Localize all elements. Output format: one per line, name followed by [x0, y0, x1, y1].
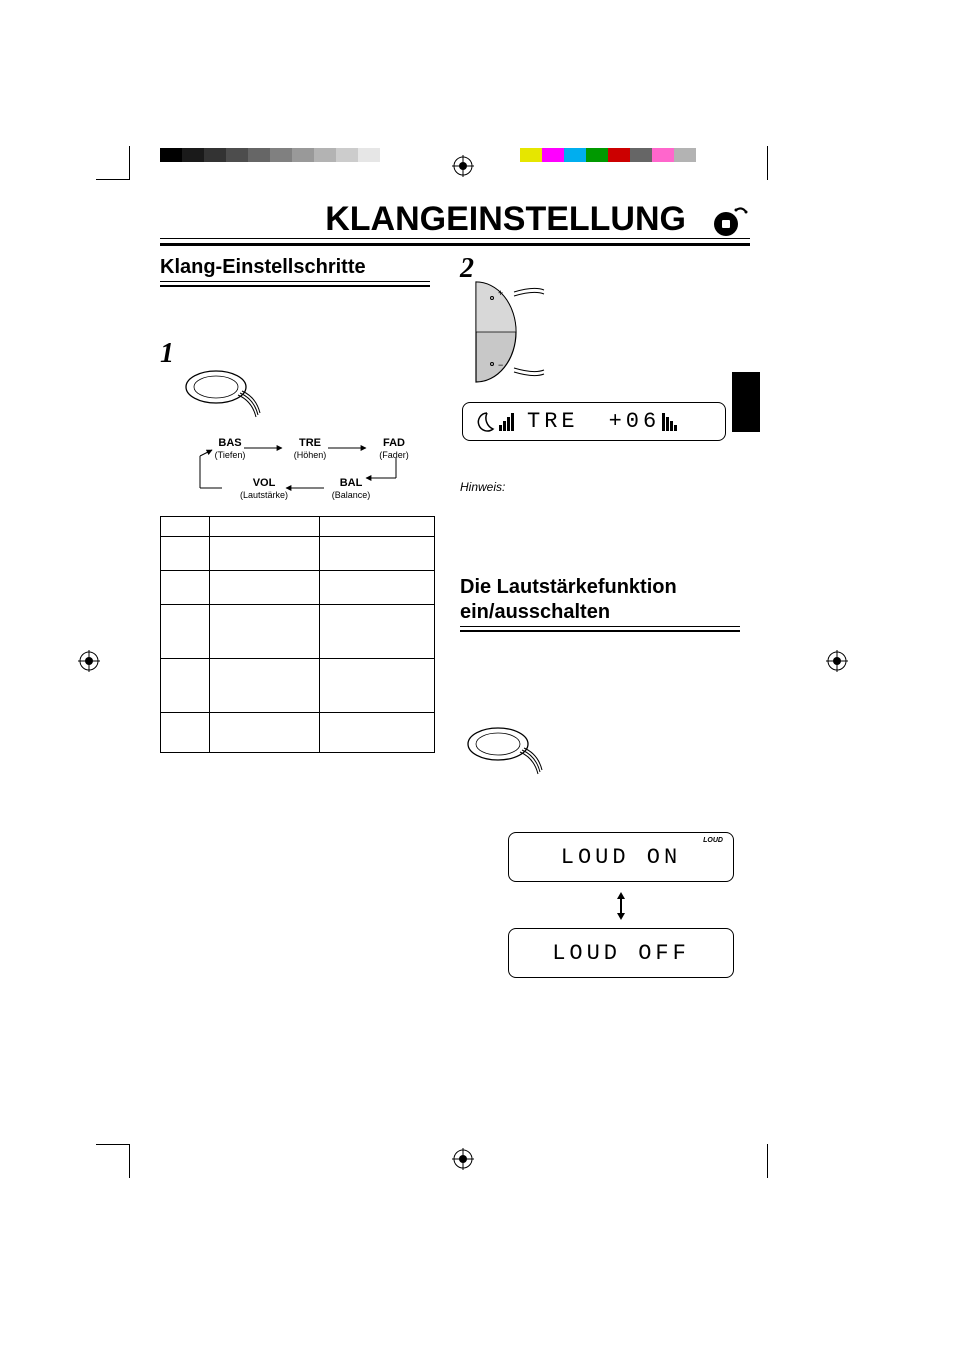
crop-mark [96, 179, 130, 180]
section-heading-block: Die Lautstärkefunktion ein/ausschalten [460, 576, 740, 632]
flow-node: FAD (Fader) [372, 438, 416, 461]
crop-mark [767, 146, 768, 180]
flow-node-label: BAS [218, 437, 241, 449]
hint-label: Hinweis: [460, 480, 505, 494]
color-swatch-strip [520, 148, 696, 162]
registration-mark-icon [452, 155, 474, 177]
mode-flow-diagram: BAS (Tiefen) TRE (Höhen) FAD (Fader) VOL… [178, 436, 430, 511]
step-number: 1 [160, 338, 174, 370]
thumb-index-tab [732, 372, 760, 432]
swatch [182, 148, 204, 162]
rule [160, 285, 430, 287]
swatch [630, 148, 652, 162]
swatch [608, 148, 630, 162]
flow-node: BAL (Balance) [326, 478, 376, 501]
swatch [520, 148, 542, 162]
lcd-value: +06 [609, 409, 661, 434]
section-heading: Klang-Einstellschritte [160, 256, 430, 282]
swatch [674, 148, 696, 162]
swatch [248, 148, 270, 162]
gray-swatch-strip [160, 148, 402, 162]
rocker-button-illustration: + − [468, 278, 548, 393]
crop-mark [767, 1144, 768, 1178]
section-heading-line2: ein/ausschalten [460, 601, 740, 627]
swatch [314, 148, 336, 162]
bars-icon [499, 411, 519, 433]
rule [160, 243, 750, 246]
rule [160, 238, 750, 239]
page-title-row: KLANGEINSTELLUNG [160, 200, 750, 239]
swatch [160, 148, 182, 162]
lcd-display-tre: TRE +06 [462, 402, 726, 441]
crop-mark [96, 1144, 130, 1145]
flow-node-sub: (Höhen) [294, 450, 327, 460]
swatch [204, 148, 226, 162]
page-root: KLANGEINSTELLUNG Klang-Einstellschritte … [0, 0, 954, 1351]
lcd-mode: TRE [527, 409, 579, 434]
cycle-arrow-icon [508, 892, 734, 925]
section-heading-line1: Die Lautstärkefunktion [460, 576, 740, 601]
flow-node-label: VOL [253, 477, 276, 489]
sound-icon [706, 202, 750, 238]
registration-mark-icon [452, 1148, 474, 1170]
lcd-text: LOUD OFF [552, 941, 690, 966]
swatch [380, 148, 402, 162]
swatch [586, 148, 608, 162]
lcd-tag: LOUD [703, 837, 723, 844]
flow-node: TRE (Höhen) [288, 438, 332, 461]
registration-mark-icon [78, 650, 100, 672]
flow-node-label: TRE [299, 437, 321, 449]
swatch [292, 148, 314, 162]
svg-text:−: − [498, 360, 503, 370]
registration-mark-icon [826, 650, 848, 672]
flow-node-label: FAD [383, 437, 405, 449]
section-heading-block: Klang-Einstellschritte [160, 256, 430, 287]
flow-node-label: BAL [340, 477, 363, 489]
swatch [336, 148, 358, 162]
svg-text:+: + [498, 288, 503, 298]
flow-node-sub: (Lautstärke) [240, 490, 288, 500]
settings-table-el [160, 516, 435, 753]
crop-mark [129, 1144, 130, 1178]
page-title: KLANGEINSTELLUNG [325, 200, 686, 239]
swatch [564, 148, 586, 162]
sel-button-illustration [178, 363, 268, 426]
swatch [358, 148, 380, 162]
lcd-display-loud-off: LOUD OFF [508, 928, 734, 978]
lcd-display-loud-on: LOUD LOUD ON [508, 832, 734, 882]
swatch [226, 148, 248, 162]
swatch [270, 148, 292, 162]
rule [460, 630, 740, 632]
swatch [652, 148, 674, 162]
crop-mark [129, 146, 130, 180]
settings-table [160, 516, 435, 753]
flow-node-sub: (Fader) [379, 450, 409, 460]
moon-icon [473, 411, 495, 433]
flow-node-sub: (Balance) [332, 490, 371, 500]
flow-node: VOL (Lautstärke) [234, 478, 294, 501]
lcd-text: LOUD ON [561, 845, 681, 870]
sel-button-illustration [460, 720, 550, 783]
bars-right-icon [662, 411, 678, 433]
flow-node-sub: (Tiefen) [215, 450, 246, 460]
swatch [542, 148, 564, 162]
flow-node: BAS (Tiefen) [208, 438, 252, 461]
